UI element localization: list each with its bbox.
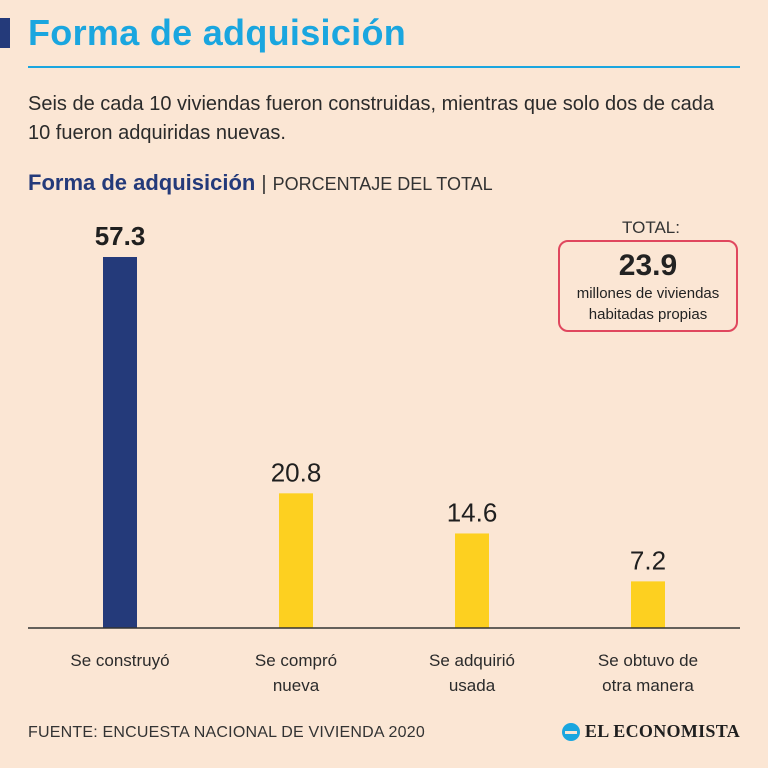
total-box: 23.9 millones de viviendas habitadas pro…	[558, 240, 738, 332]
bar-4	[631, 581, 665, 628]
brand-logo-icon	[561, 722, 580, 741]
data-label-3: 14.6	[447, 497, 498, 527]
category-label-3-line-1: Se adquirió	[429, 651, 515, 670]
title-rule	[28, 66, 740, 68]
category-label-3-line-2: usada	[449, 676, 496, 695]
total-label: TOTAL:	[622, 218, 680, 237]
total-desc-line2: habitadas propias	[588, 306, 708, 323]
subtitle: Seis de cada 10 viviendas fueron constru…	[28, 93, 714, 144]
page-title: Forma de adquisición	[28, 12, 407, 53]
category-label-2-line-1: Se compró	[255, 651, 337, 670]
chart-heading: Forma de adquisición | PORCENTAJE DEL TOTA…	[28, 170, 493, 196]
data-label-4: 7.2	[630, 545, 666, 575]
bar-3	[455, 533, 489, 628]
bar-1	[103, 257, 137, 628]
chart-heading-separator: |	[261, 173, 267, 195]
source-note: FUENTE: ENCUESTA NACIONAL DE VIVIENDA 20…	[28, 724, 425, 741]
category-label-1-line-1: Se construyó	[70, 651, 169, 670]
bar-2	[279, 493, 313, 628]
chart-unit-label: PORCENTAJE DEL TOTAL	[272, 174, 493, 194]
category-label-4-line-2: otra manera	[602, 676, 694, 695]
brand-logo-text: EL ECONOMISTA	[584, 721, 740, 741]
data-label-2: 20.8	[271, 457, 322, 487]
brand-logo: EL ECONOMISTA	[561, 721, 740, 742]
total-value: 23.9	[618, 249, 678, 282]
title-accent-bar	[0, 18, 10, 48]
total-desc-line1: millones de viviendas	[576, 285, 720, 302]
data-label-1: 57.3	[95, 221, 146, 251]
category-label-4-line-1: Se obtuvo de	[598, 651, 698, 670]
category-label-2-line-2: nueva	[273, 676, 320, 695]
chart-title: Forma de adquisición	[28, 170, 256, 195]
